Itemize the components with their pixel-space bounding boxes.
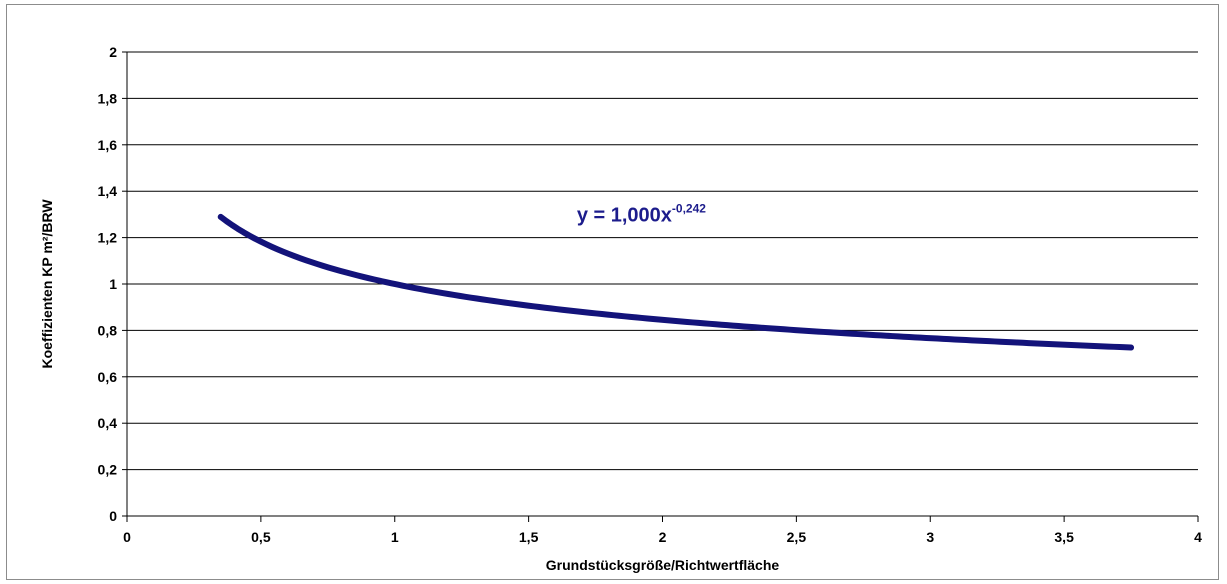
y-tick-label-9: 1,8: [98, 90, 118, 106]
x-tick-label-6: 3: [926, 529, 934, 545]
y-tick-label-4: 0,8: [98, 322, 118, 338]
y-tick-label-7: 1,4: [98, 183, 118, 199]
trendline-equation: y = 1,000x-0,242: [577, 201, 706, 226]
x-tick-label-1: 0,5: [251, 529, 271, 545]
x-tick-label-2: 1: [391, 529, 399, 545]
x-tick-label-0: 0: [123, 529, 131, 545]
x-tick-label-5: 2,5: [787, 529, 807, 545]
y-tick-label-8: 1,6: [98, 137, 118, 153]
y-axis-title: Koeffizienten KP m²/BRW: [39, 199, 55, 369]
y-tick-labels: 0 0,2 0,4 0,6 0,8 1 1,2 1,4 1,6 1,8 2: [98, 44, 127, 524]
gridlines: [127, 51, 1198, 517]
y-tick-label-10: 2: [109, 44, 117, 60]
y-tick-label-1: 0,2: [98, 462, 118, 478]
y-tick-label-0: 0: [109, 508, 117, 524]
x-tick-label-8: 4: [1194, 529, 1202, 545]
y-tick-label-3: 0,6: [98, 369, 118, 385]
equation-main: y = 1,000x: [577, 204, 672, 226]
x-tick-label-3: 1,5: [519, 529, 539, 545]
y-tick-label-5: 1: [109, 276, 117, 292]
y-tick-label-6: 1,2: [98, 230, 118, 246]
equation-exponent: -0,242: [672, 201, 706, 215]
x-tick-labels: 0 0,5 1 1,5 2 2,5 3 3,5 4: [123, 516, 1202, 545]
y-tick-label-2: 0,4: [98, 415, 118, 431]
x-tick-label-4: 2: [659, 529, 667, 545]
power-curve-series: [217, 213, 1135, 351]
x-axis-title: Grundstücksgröße/Richtwertfläche: [546, 557, 780, 573]
x-tick-label-7: 3,5: [1054, 529, 1074, 545]
chart-frame: [6, 4, 1219, 580]
